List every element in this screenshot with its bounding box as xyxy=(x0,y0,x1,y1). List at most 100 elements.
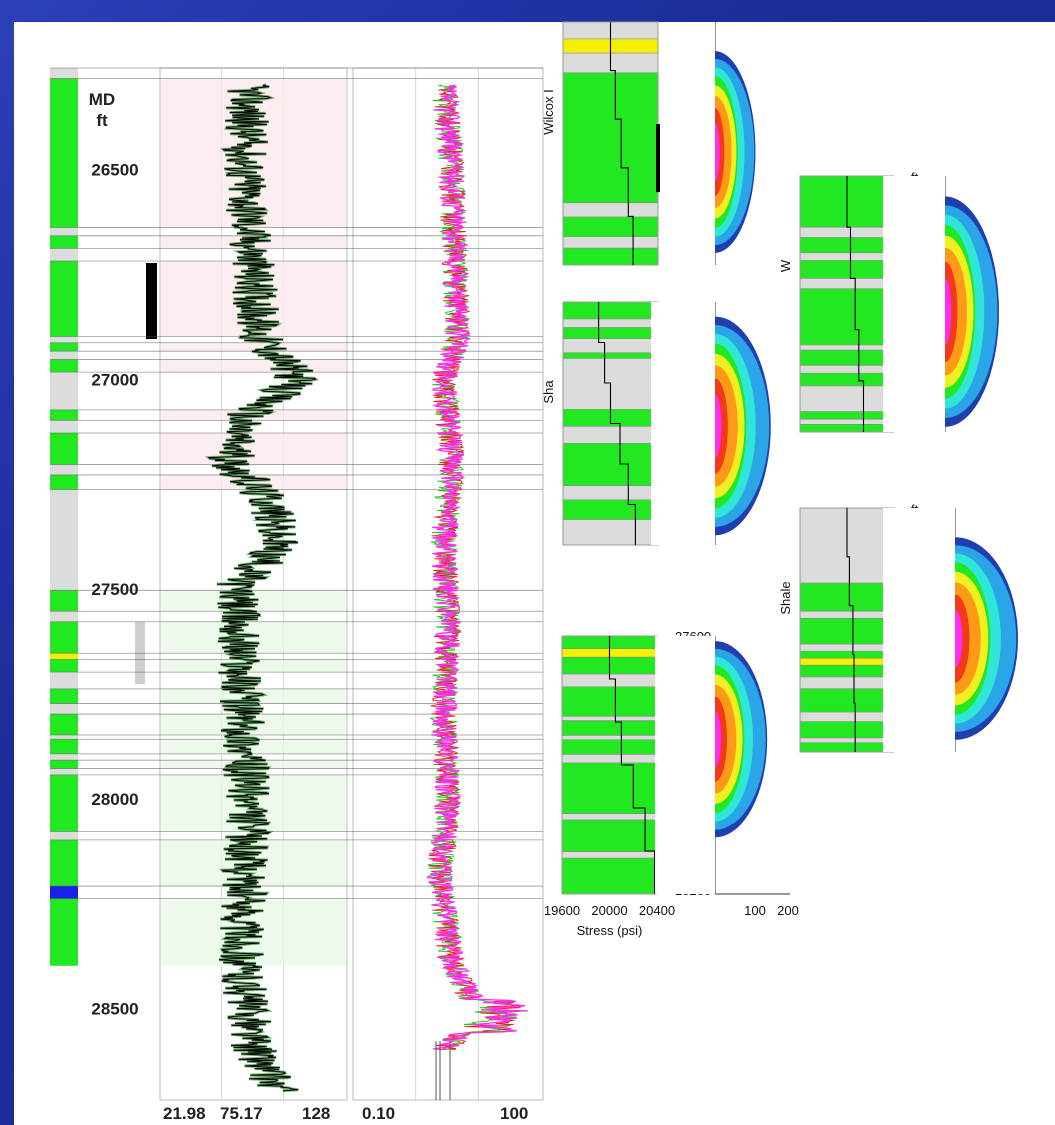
panel-lithology-bed xyxy=(563,352,658,359)
panel-lithology-bed xyxy=(562,851,657,859)
track-shading xyxy=(161,739,346,754)
gr-scale-label: 75.17 xyxy=(220,1104,263,1123)
histogram-mask xyxy=(883,176,945,432)
panel-lithology-bed xyxy=(800,237,894,253)
stress-profile-line xyxy=(609,22,634,265)
lithology-bed xyxy=(50,839,78,887)
lithology-bed xyxy=(50,489,78,591)
panel-lithology-bed xyxy=(800,411,894,420)
zoom-panel-p2: 2700027200Sha xyxy=(541,301,771,546)
panel-lithology-bed xyxy=(563,519,658,545)
lithology-bed xyxy=(50,336,78,343)
lithology-bed xyxy=(50,774,78,832)
lithology-bed xyxy=(50,342,78,352)
panel-lithology-bed xyxy=(800,288,894,345)
panel-side-text: Shale xyxy=(778,581,793,614)
lithology-bed xyxy=(50,659,78,673)
lithology-bed xyxy=(50,420,78,433)
panel-lithology-bed xyxy=(800,365,894,374)
track-shading xyxy=(161,714,346,736)
resistivity-curve xyxy=(426,84,528,1051)
depth-tick-label: 26500 xyxy=(91,161,138,180)
panel-marker-bar xyxy=(656,124,660,193)
stress-profile-line xyxy=(846,176,865,432)
panel-lithology-bed xyxy=(800,712,894,722)
panel-lithology-bed xyxy=(800,350,894,366)
stress-profile-line xyxy=(608,636,656,894)
lithology-bed xyxy=(50,248,78,261)
panel-lithology-bed xyxy=(800,373,894,386)
lithology-bed xyxy=(50,590,78,612)
lithology-bed xyxy=(50,359,78,373)
lithology-bed xyxy=(50,611,78,622)
res-scale-label: 100 xyxy=(500,1104,528,1123)
lithology-bed xyxy=(50,688,78,704)
lithology-bed xyxy=(50,768,78,775)
zoom-panel-p1: 2640026600Wilcox I xyxy=(541,21,756,266)
histogram-mask xyxy=(668,22,715,265)
lithology-bed xyxy=(50,235,78,249)
track-shading xyxy=(161,432,346,465)
stress-axis-label: Stress (psi) xyxy=(577,923,643,938)
track-shading xyxy=(161,474,346,490)
panel-lithology-bed xyxy=(800,721,894,738)
panel-lithology-bed xyxy=(562,686,657,717)
lithology-bed xyxy=(50,260,78,337)
panel-lithology-bed xyxy=(800,618,894,645)
lithology-bed xyxy=(50,432,78,465)
panel-side-text: Sha xyxy=(541,380,556,404)
lithology-bed xyxy=(50,898,78,966)
panel-lithology-bed xyxy=(562,754,657,763)
panel-lithology-bed xyxy=(562,739,657,755)
panel-lithology-bed xyxy=(562,720,657,736)
gr-scale-label: 21.98 xyxy=(163,1104,206,1123)
stress-tick-label: 19600 xyxy=(544,903,580,918)
panel-lithology-bed xyxy=(800,260,894,279)
panel-lithology-bed xyxy=(563,338,658,353)
zoom-panel-p4: 266002680027000ftW xyxy=(778,170,999,433)
track-shading xyxy=(161,342,346,352)
panel-lithology-bed xyxy=(563,216,658,237)
panel-lithology-bed xyxy=(563,236,658,249)
lithology-bed xyxy=(50,753,78,761)
depth-tick-label: 27000 xyxy=(91,370,138,389)
panel-lithology-bed xyxy=(563,327,658,339)
panel-lithology-bed xyxy=(563,72,658,203)
res-scale-label: 0.10 xyxy=(362,1104,395,1123)
depth-tick-label: 28000 xyxy=(91,790,138,809)
depth-tick-label: 27500 xyxy=(91,580,138,599)
panel-lithology-bed xyxy=(562,813,657,820)
lithology-bed xyxy=(50,68,78,79)
lithology-bed xyxy=(50,653,78,660)
panel-lithology-bed xyxy=(563,202,658,217)
panel-lithology-bed xyxy=(562,674,657,687)
md-unit-label: ft xyxy=(96,111,108,130)
panel-lithology-bed xyxy=(800,737,894,743)
panel-lithology-bed xyxy=(563,426,658,444)
gr-curve xyxy=(207,84,317,1092)
depth-tick-label: 28500 xyxy=(91,1000,138,1019)
panel-lithology-bed xyxy=(800,424,894,432)
lithology-bed xyxy=(50,351,78,360)
main-log: 26500 27000 27500 28000 28500 21.98 75.17 128 0.… xyxy=(50,67,544,1123)
histogram-tick-label: 100 xyxy=(744,903,766,918)
panel-lithology-bed xyxy=(800,742,894,752)
panel-lithology-bed xyxy=(800,644,894,652)
gr-scale-label: 128 xyxy=(302,1104,330,1123)
panel-lithology-bed xyxy=(800,344,894,351)
panel-lithology-bed xyxy=(800,583,894,612)
histogram-tick-label: 200 xyxy=(777,903,799,918)
lithology-bed xyxy=(50,735,78,740)
lithology-bed xyxy=(50,227,78,236)
lithology-bed xyxy=(50,409,78,421)
panel-lithology-bed xyxy=(800,665,894,677)
panel-lithology-bed xyxy=(562,858,657,894)
histogram-mask xyxy=(883,508,955,752)
stress-tick-label: 20400 xyxy=(639,903,675,918)
panel-lithology-bed xyxy=(562,762,657,814)
lithology-bed xyxy=(50,739,78,754)
panel-lithology-bed xyxy=(562,819,657,852)
panel-lithology-bed xyxy=(800,651,894,659)
zoom-panel-p5: 274002760027800ftShale xyxy=(778,502,1018,753)
